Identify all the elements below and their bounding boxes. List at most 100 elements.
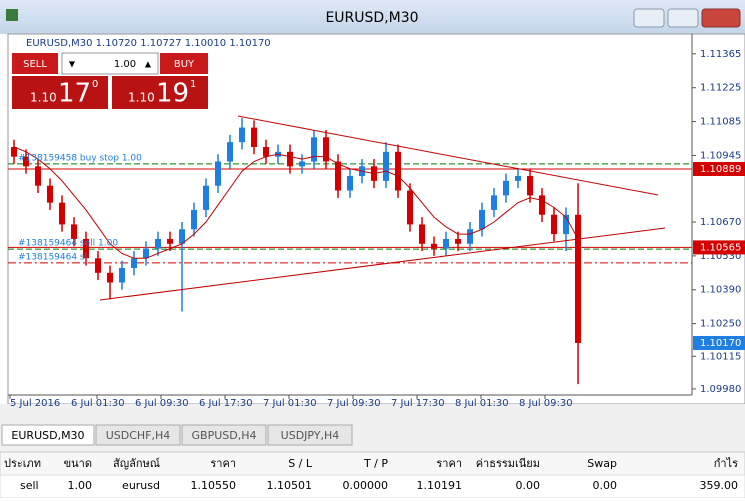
candle-body (239, 127, 245, 143)
lot-down[interactable]: ▼ (69, 60, 76, 69)
candle-body (551, 214, 557, 235)
table-header-cell: T / P (363, 457, 388, 470)
sell-price-sup: 0 (92, 79, 98, 90)
price-level-label: 1.10889 (700, 164, 741, 175)
trendline (237, 115, 659, 196)
candle-body (287, 151, 293, 167)
price-level-tag (693, 240, 745, 255)
y-tick-label: 1.10670 (700, 217, 741, 228)
table-cell: 0.00 (516, 479, 541, 492)
sell-price-box[interactable] (12, 76, 108, 109)
buy-label: BUY (174, 59, 195, 70)
candle-body (119, 267, 125, 283)
x-tick-label: 6 Jul 09:30 (135, 398, 189, 409)
y-tick-label: 1.10115 (700, 351, 741, 362)
lot-input[interactable] (61, 52, 159, 75)
candle-body (131, 258, 137, 268)
candle-body (323, 137, 329, 162)
candle-body (431, 243, 437, 249)
y-tick-label: 1.10390 (700, 285, 741, 296)
table-cell: 0.00000 (343, 479, 389, 492)
chart-tab[interactable] (95, 424, 181, 446)
table-cell: 1.00 (68, 479, 93, 492)
x-tick-label: 7 Jul 09:30 (327, 398, 381, 409)
table-header-cell: ขนาด (64, 457, 92, 470)
table-header-cell: สัญลักษณ์ (113, 457, 160, 470)
candle-body (47, 185, 53, 203)
x-tick-label: 7 Jul 01:30 (263, 398, 317, 409)
table-cell: 1.10550 (191, 479, 237, 492)
candle-body (143, 248, 149, 259)
sell-label: SELL (23, 59, 47, 70)
chart-tab[interactable] (181, 424, 267, 446)
candle-body (515, 176, 521, 181)
candle-body (503, 180, 509, 196)
candle-body (311, 137, 317, 162)
candle-body (59, 202, 65, 225)
candle-body (443, 238, 449, 249)
table-header-cell: ราคา (210, 457, 236, 470)
candle-body (227, 142, 233, 162)
x-tick-label: 8 Jul 01:30 (455, 398, 509, 409)
price-level-label: 1.10565 (700, 242, 741, 253)
maximize-button[interactable] (667, 8, 699, 28)
table-header-cell: ราคา (436, 457, 462, 470)
table-header-cell: ประเภท (4, 457, 41, 470)
chart-tab-label: USDCHF,H4 (106, 429, 171, 442)
candle-body (23, 156, 29, 167)
chart-tab-label: EURUSD,M30 (11, 429, 84, 442)
chart-tab-label: GBPUSD,H4 (192, 429, 257, 442)
y-tick-label: 1.11365 (700, 49, 741, 60)
buy-price-box[interactable] (112, 76, 208, 109)
buy-price-sup: 1 (190, 79, 196, 90)
buy-price-prefix: 1.10 (128, 91, 155, 105)
candle-body (491, 195, 497, 210)
y-tick-label: 1.11085 (700, 117, 741, 128)
order-label: #138159464 sell 1.00 (18, 239, 118, 249)
sell-price-prefix: 1.10 (30, 91, 57, 105)
order-label: #138159458 buy stop 1.00 (18, 153, 142, 163)
table-cell: 359.00 (700, 479, 739, 492)
candle-body (11, 146, 17, 157)
buy-button[interactable] (160, 53, 208, 74)
close-button[interactable] (701, 8, 741, 28)
candle-body (155, 238, 161, 249)
table-cell: eurusd (122, 479, 160, 492)
candle-body (455, 238, 461, 244)
minimize-button[interactable] (633, 8, 665, 28)
price-level-label: 1.10170 (700, 338, 741, 349)
sell-button[interactable] (12, 53, 58, 74)
table-header-cell: ค่าธรรมเนียม (476, 457, 540, 470)
candle-body (527, 176, 533, 196)
chart-tab[interactable] (267, 424, 353, 446)
table-header-cell: กำไร (714, 457, 738, 470)
candle-body (215, 161, 221, 186)
lot-up[interactable]: ▲ (145, 60, 152, 69)
table-header-cell: Swap (587, 457, 617, 470)
table-cell: 1.10191 (417, 479, 463, 492)
y-tick-label: 1.09980 (700, 384, 741, 395)
candle-body (95, 258, 101, 273)
title-bar (0, 0, 745, 34)
lot-value: 1.00 (114, 59, 136, 70)
table-cell: sell (20, 479, 39, 492)
candle-body (479, 209, 485, 230)
sell-price-main: 17 (58, 79, 91, 109)
y-tick-label: 1.10945 (700, 150, 741, 161)
y-tick-label: 1.11225 (700, 83, 741, 94)
candle-body (575, 214, 581, 343)
candle-body (203, 185, 209, 210)
candle-body (83, 238, 89, 259)
candle-body (191, 209, 197, 230)
trade-panel: SELL ▼ ▲ 1.00 BUY 1.10 17 0 1.10 19 1 (12, 52, 208, 109)
symbol-info: EURUSD,M30 1.10720 1.10727 1.10010 1.101… (26, 38, 271, 49)
chart-tab-label: USDJPY,H4 (281, 429, 340, 442)
candle-body (107, 272, 113, 283)
x-tick-label: 5 Jul 2016 (10, 398, 60, 409)
table-cell: 0.00 (593, 479, 618, 492)
chart-tab[interactable] (1, 424, 95, 446)
candle-body (563, 214, 569, 235)
candle-body (407, 190, 413, 225)
